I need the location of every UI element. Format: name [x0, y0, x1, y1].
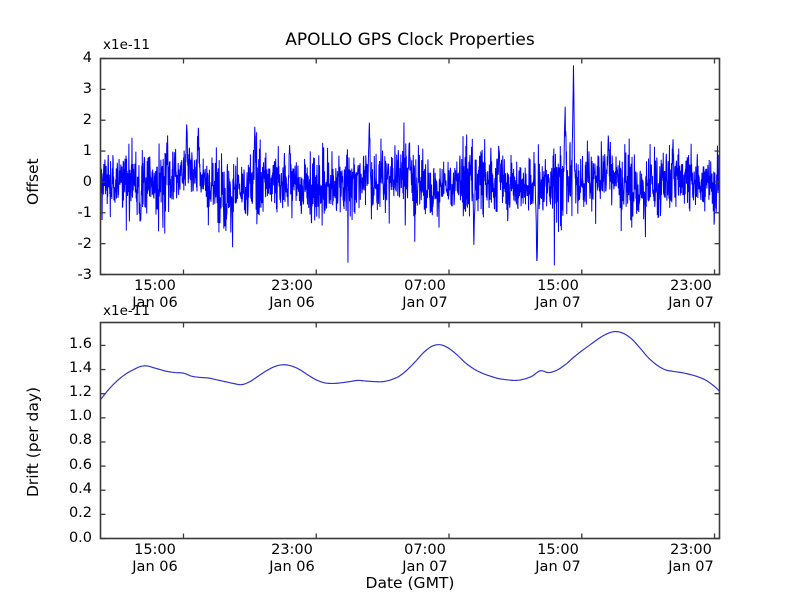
drift-xtick-date: Jan 06 — [269, 559, 315, 575]
offset-xtick-label: 15:00 Jan 06 — [110, 278, 200, 312]
offset-xtick-label: 07:00 Jan 07 — [380, 278, 470, 312]
drift-xtick-time: 23:00 — [670, 542, 712, 558]
offset-data-line — [100, 65, 720, 266]
chart-title: APOLLO GPS Clock Properties — [285, 30, 535, 50]
offset-axes-frame — [99, 57, 721, 276]
drift-x-axis-label: Date (GMT) — [365, 574, 455, 592]
drift-xtick-date: Jan 06 — [132, 559, 178, 575]
offset-ytick-label: 1 — [82, 143, 92, 159]
offset-xtick-date: Jan 07 — [535, 295, 581, 311]
offset-xtick-time: 23:00 — [670, 278, 712, 294]
offset-ytick-label: 4 — [82, 50, 92, 66]
offset-xtick-date: Jan 06 — [132, 295, 178, 311]
offset-xtick-date: Jan 07 — [402, 295, 448, 311]
offset-ytick-label: 3 — [82, 81, 92, 97]
offset-xtick-label: 23:00 Jan 07 — [646, 278, 736, 312]
drift-ytick-label: 1.2 — [68, 384, 92, 400]
drift-ytick-label: 1.4 — [68, 360, 92, 376]
offset-xtick-date: Jan 07 — [668, 295, 714, 311]
drift-xtick-date: Jan 07 — [668, 559, 714, 575]
drift-xtick-label: 23:00 Jan 06 — [247, 542, 337, 576]
drift-xtick-date: Jan 07 — [535, 559, 581, 575]
drift-ytick-label: 0.0 — [68, 530, 92, 546]
offset-xtick-time: 23:00 — [271, 278, 313, 294]
offset-xtick-date: Jan 06 — [269, 295, 315, 311]
drift-xtick-label: 23:00 Jan 07 — [646, 542, 736, 576]
drift-ytick-label: 0.4 — [68, 481, 92, 497]
offset-xtick-label: 23:00 Jan 06 — [247, 278, 337, 312]
drift-xtick-date: Jan 07 — [402, 559, 448, 575]
drift-xtick-label: 07:00 Jan 07 — [380, 542, 470, 576]
offset-ytick-label: 2 — [82, 112, 92, 128]
drift-ytick-label: 0.8 — [68, 432, 92, 448]
drift-xtick-time: 07:00 — [404, 542, 446, 558]
drift-data-line — [100, 330, 720, 401]
offset-y-axis-label: Offset — [24, 158, 42, 205]
drift-xtick-time: 23:00 — [271, 542, 313, 558]
drift-xtick-label: 15:00 Jan 07 — [513, 542, 603, 576]
drift-ytick-label: 1.6 — [68, 336, 92, 352]
offset-xtick-time: 15:00 — [134, 278, 176, 294]
offset-xtick-time: 07:00 — [404, 278, 446, 294]
offset-y-exponent-label: x1e-11 — [103, 37, 150, 53]
offset-ytick-label: -1 — [77, 205, 92, 221]
drift-ytick-label: 0.6 — [68, 457, 92, 473]
offset-xtick-time: 15:00 — [537, 278, 579, 294]
drift-xtick-time: 15:00 — [537, 542, 579, 558]
drift-axes-frame — [99, 321, 721, 540]
offset-ytick-label: -3 — [77, 267, 92, 283]
offset-ytick-label: 0 — [82, 174, 92, 190]
drift-ytick-label: 1.0 — [68, 408, 92, 424]
offset-xtick-label: 15:00 Jan 07 — [513, 278, 603, 312]
offset-ytick-label: -2 — [77, 236, 92, 252]
drift-xtick-label: 15:00 Jan 06 — [110, 542, 200, 576]
drift-ytick-label: 0.2 — [68, 505, 92, 521]
drift-y-exponent-label: x1e-11 — [103, 303, 150, 319]
drift-xtick-time: 15:00 — [134, 542, 176, 558]
